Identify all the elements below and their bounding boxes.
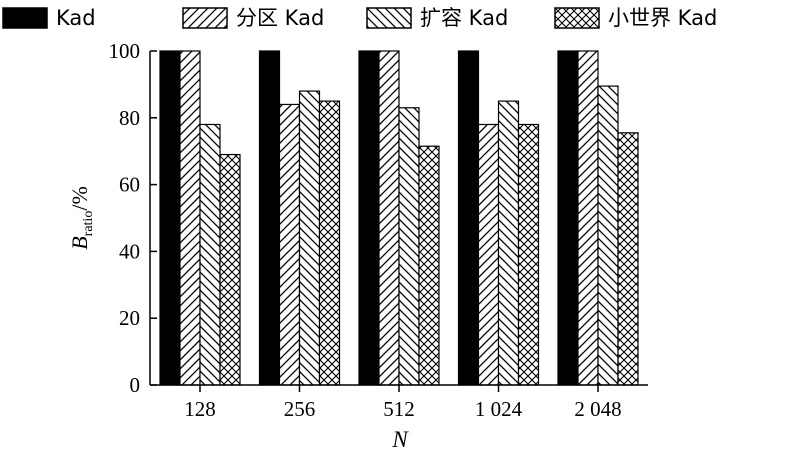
- bar-series2-2048: [597, 85, 619, 386]
- legend-label-partition-kad: 分区 Kad: [236, 6, 325, 30]
- bar-series2-256: [298, 90, 321, 386]
- bar-series0-512: [358, 50, 380, 386]
- legend-label-smallworld-kad: 小世界 Kad: [608, 6, 718, 30]
- bar-series3-128: [219, 153, 241, 386]
- bar-series1-128: [179, 50, 201, 386]
- legend-item-kad: Kad: [2, 6, 96, 30]
- bar-series0-256: [258, 50, 281, 386]
- bar-series3-256: [318, 100, 341, 386]
- bar-series0-128: [159, 50, 181, 386]
- bar-series3-1024: [517, 123, 540, 386]
- bar-series1-2048: [577, 50, 599, 386]
- bar-series1-512: [378, 50, 400, 386]
- y-axis-label-suffix: /%: [67, 186, 92, 210]
- bar-series0-1024: [457, 50, 480, 386]
- legend-item-expansion-kad: 扩容 Kad: [366, 6, 508, 30]
- y-tick-label: 100: [109, 39, 141, 63]
- x-ticks-group: 128 256 512 1 024 2 048: [184, 385, 622, 421]
- x-tick-label: 256: [284, 397, 316, 421]
- legend-swatch-solid: [2, 7, 48, 29]
- x-tick-label: 2 048: [574, 397, 621, 421]
- x-tick-label: 128: [184, 397, 216, 421]
- y-tick-label: 80: [119, 106, 140, 130]
- x-axis-label: N: [391, 427, 409, 452]
- y-axis-label: Bratio/%: [67, 186, 96, 250]
- y-tick-label: 0: [130, 373, 141, 397]
- legend-item-partition-kad: 分区 Kad: [182, 6, 324, 30]
- bar-series1-1024: [477, 123, 500, 386]
- x-tick-label: 512: [383, 397, 415, 421]
- y-tick-label: 40: [119, 239, 140, 263]
- legend-label-expansion-kad: 扩容 Kad: [420, 6, 509, 30]
- bar-series2-1024: [497, 100, 520, 386]
- x-tick-label: 1 024: [475, 397, 523, 421]
- bars-group: [159, 50, 639, 386]
- legend-label-kad: Kad: [56, 6, 96, 30]
- y-tick-label: 20: [119, 306, 140, 330]
- y-axis-label-subscript: ratio: [81, 211, 96, 237]
- bar-series2-128: [199, 123, 221, 386]
- bar-series3-2048: [617, 132, 639, 386]
- legend-item-smallworld-kad: 小世界 Kad: [554, 6, 717, 30]
- bar-series0-2048: [557, 50, 579, 386]
- legend-swatch-diag-left: [366, 7, 412, 29]
- bar-series2-512: [398, 107, 420, 386]
- legend: Kad 分区 Kad 扩容 Kad 小世界 Kad: [0, 0, 800, 40]
- y-ticks-group: 0 20 40 60 80 100: [109, 39, 157, 397]
- legend-swatch-diag-right: [182, 7, 228, 29]
- y-axis-label-base: B: [67, 236, 92, 249]
- bar-series1-256: [278, 103, 301, 386]
- bar-series3-512: [418, 145, 440, 386]
- legend-swatch-crosshatch: [554, 7, 600, 29]
- y-tick-label: 60: [119, 173, 140, 197]
